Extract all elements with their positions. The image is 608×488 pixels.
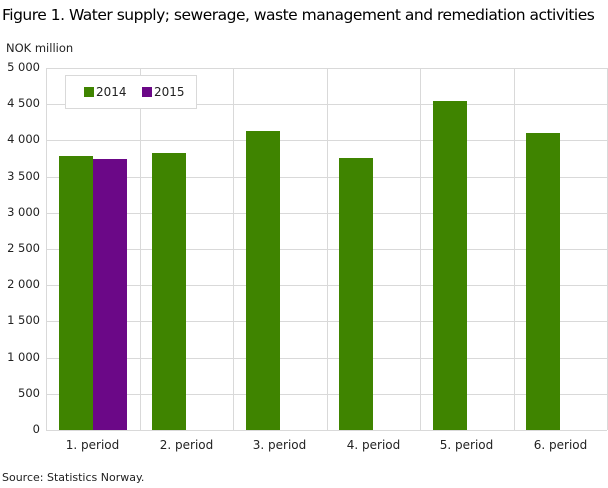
gridline-vertical <box>327 68 328 430</box>
gridline-vertical <box>233 68 234 430</box>
gridline-vertical <box>420 68 421 430</box>
bar-2014-period-3[interactable] <box>246 131 280 430</box>
gridline-horizontal <box>46 285 607 286</box>
y-tick-label: 3 000 <box>7 205 40 219</box>
x-tick-label: 1. period <box>65 438 120 452</box>
legend-label-2014: 2014 <box>96 85 127 99</box>
x-tick-label: 4. period <box>346 438 401 452</box>
legend: 2014 2015 <box>65 75 197 109</box>
gridline-horizontal <box>46 394 607 395</box>
legend-item-2014[interactable]: 2014 <box>84 85 127 99</box>
bar-2014-period-4[interactable] <box>339 158 373 430</box>
legend-swatch-2015 <box>142 87 152 97</box>
gridline-horizontal <box>46 104 607 105</box>
gridline-horizontal <box>46 140 607 141</box>
y-tick-label: 2 000 <box>7 277 40 291</box>
bar-2014-period-1[interactable] <box>59 156 93 430</box>
legend-label-2015: 2015 <box>154 85 185 99</box>
gridline-horizontal <box>46 321 607 322</box>
y-tick-label: 500 <box>18 386 40 400</box>
legend-swatch-2014 <box>84 87 94 97</box>
plot-area <box>46 68 608 431</box>
gridline-horizontal <box>46 68 607 69</box>
source-note: Source: Statistics Norway. <box>2 471 145 484</box>
bar-2014-period-5[interactable] <box>433 101 467 430</box>
y-axis-unit-label: NOK million <box>6 41 74 55</box>
y-tick-label: 4 000 <box>7 132 40 146</box>
bar-2014-period-6[interactable] <box>526 133 560 430</box>
x-tick-label: 2. period <box>159 438 214 452</box>
gridline-vertical <box>140 68 141 430</box>
gridline-horizontal <box>46 430 607 431</box>
y-tick-label: 1 000 <box>7 350 40 364</box>
gridline-horizontal <box>46 358 607 359</box>
x-tick-label: 5. period <box>439 438 494 452</box>
y-tick-label: 4 500 <box>7 96 40 110</box>
y-tick-label: 3 500 <box>7 169 40 183</box>
gridline-horizontal <box>46 177 607 178</box>
x-tick-label: 3. period <box>252 438 307 452</box>
gridline-vertical <box>46 68 47 430</box>
bar-2014-period-2[interactable] <box>152 153 186 430</box>
legend-item-2015[interactable]: 2015 <box>142 85 185 99</box>
y-tick-label: 0 <box>32 422 40 436</box>
gridline-horizontal <box>46 249 607 250</box>
y-tick-label: 1 500 <box>7 313 40 327</box>
gridline-horizontal <box>46 213 607 214</box>
bar-2015-period-1[interactable] <box>93 159 127 430</box>
chart-title: Figure 1. Water supply; sewerage, waste … <box>2 6 595 24</box>
y-tick-label: 2 500 <box>7 241 40 255</box>
y-tick-label: 5 000 <box>7 60 40 74</box>
x-tick-label: 6. period <box>533 438 588 452</box>
gridline-vertical <box>514 68 515 430</box>
